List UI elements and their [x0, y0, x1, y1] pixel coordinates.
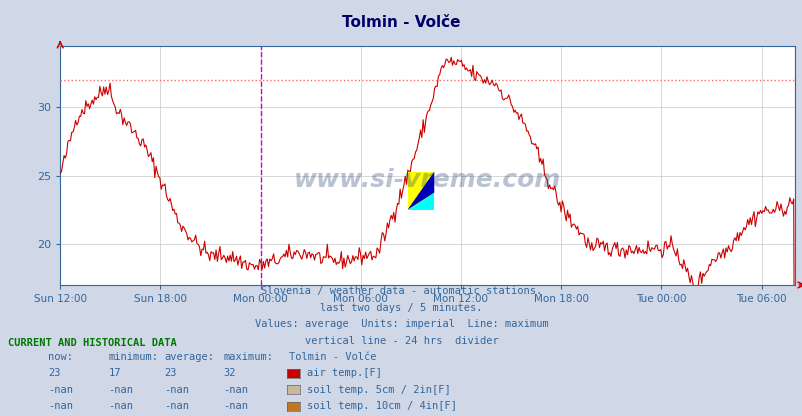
Text: -nan: -nan: [164, 401, 189, 411]
Text: Tolmin - Volče: Tolmin - Volče: [342, 15, 460, 30]
Text: -nan: -nan: [48, 401, 73, 411]
Text: air temp.[F]: air temp.[F]: [306, 368, 381, 378]
Text: -nan: -nan: [48, 385, 73, 395]
Text: 23: 23: [164, 368, 177, 378]
Text: -nan: -nan: [223, 385, 248, 395]
Text: 23: 23: [48, 368, 61, 378]
Text: 32: 32: [223, 368, 236, 378]
Text: now:: now:: [48, 352, 73, 362]
Text: soil temp. 10cm / 4in[F]: soil temp. 10cm / 4in[F]: [306, 401, 456, 411]
Text: soil temp. 5cm / 2in[F]: soil temp. 5cm / 2in[F]: [306, 385, 450, 395]
Text: CURRENT AND HISTORICAL DATA: CURRENT AND HISTORICAL DATA: [8, 338, 176, 348]
Text: Values: average  Units: imperial  Line: maximum: Values: average Units: imperial Line: ma…: [254, 319, 548, 329]
Text: -nan: -nan: [223, 401, 248, 411]
Text: last two days / 5 minutes.: last two days / 5 minutes.: [320, 303, 482, 313]
Polygon shape: [407, 171, 434, 210]
Text: average:: average:: [164, 352, 214, 362]
Text: -nan: -nan: [108, 385, 133, 395]
Text: -nan: -nan: [164, 385, 189, 395]
Text: Slovenia / weather data - automatic stations.: Slovenia / weather data - automatic stat…: [261, 286, 541, 296]
Text: minimum:: minimum:: [108, 352, 158, 362]
Text: Tolmin - Volče: Tolmin - Volče: [289, 352, 376, 362]
Text: www.si-vreme.com: www.si-vreme.com: [294, 168, 561, 192]
Text: -nan: -nan: [108, 401, 133, 411]
Text: vertical line - 24 hrs  divider: vertical line - 24 hrs divider: [304, 336, 498, 346]
Polygon shape: [407, 193, 434, 210]
Text: 17: 17: [108, 368, 121, 378]
Bar: [407, 171, 434, 210]
Text: maximum:: maximum:: [223, 352, 273, 362]
